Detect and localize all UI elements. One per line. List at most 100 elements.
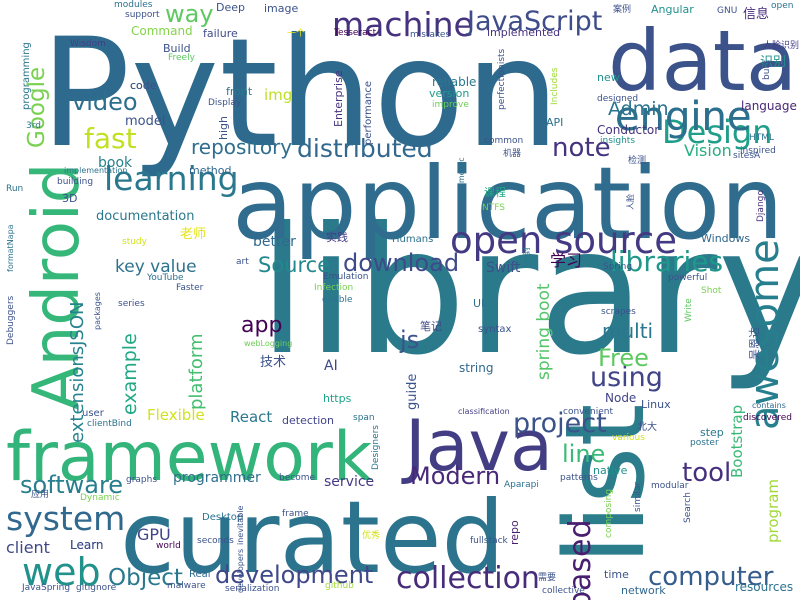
cloud-word: Linux: [641, 398, 671, 411]
cloud-word: failure: [203, 27, 238, 40]
cloud-word: software: [20, 471, 123, 499]
cloud-word: designed: [597, 94, 638, 104]
cloud-word: Modern: [410, 462, 500, 490]
cloud-word: code: [130, 79, 157, 92]
cloud-word: 3D: [62, 192, 77, 205]
cloud-word: clientBind: [87, 419, 132, 429]
cloud-word: machine: [332, 5, 474, 44]
cloud-word: Build: [163, 42, 191, 55]
cloud-word: img: [264, 86, 292, 104]
cloud-word: application: [232, 145, 784, 262]
cloud-word: user: [82, 408, 105, 419]
cloud-word: distributed: [297, 134, 433, 163]
cloud-word: book: [98, 155, 133, 171]
cloud-word: way: [165, 0, 214, 28]
cloud-word: client: [6, 538, 50, 557]
cloud-word: frame: [282, 509, 309, 519]
cloud-word: 识别: [760, 55, 786, 70]
cloud-word: AI: [324, 358, 338, 374]
cloud-word: example: [119, 333, 141, 415]
cloud-word: image: [264, 2, 298, 15]
cloud-word: YouTube: [146, 273, 184, 283]
cloud-word: note: [552, 133, 611, 163]
cloud-word: programming: [21, 42, 32, 110]
cloud-word: 信息: [743, 6, 769, 22]
cloud-word: Faster: [176, 283, 204, 293]
cloud-word: Enterprise: [332, 70, 345, 127]
cloud-word: common: [484, 136, 523, 146]
cloud-word: JavaScript: [465, 6, 602, 37]
cloud-word: Source: [258, 253, 330, 277]
cloud-word: learning: [104, 159, 239, 198]
cloud-word: high: [217, 116, 230, 140]
cloud-word: Display: [208, 98, 242, 108]
cloud-word: JavaSpring: [21, 583, 70, 593]
cloud-word: 一个: [287, 28, 305, 39]
cloud-word: reliable: [432, 75, 476, 89]
cloud-word: GNU: [717, 6, 737, 16]
cloud-word: Free: [598, 344, 649, 372]
cloud-word: inevitable: [236, 505, 245, 545]
cloud-word: gitignore: [76, 583, 117, 593]
cloud-word: engine: [615, 94, 751, 140]
cloud-word: string: [459, 361, 493, 375]
cloud-word: extensionsJSON: [67, 302, 88, 444]
cloud-word: Node: [605, 391, 636, 405]
cloud-word: Angular: [651, 3, 694, 16]
cloud-word: programmer: [173, 470, 261, 486]
cloud-word: Object: [108, 565, 183, 591]
cloud-word: method: [189, 164, 231, 177]
cloud-word: scrapes: [601, 307, 636, 317]
cloud-word: guide: [405, 374, 420, 410]
cloud-word: Windows: [701, 232, 750, 245]
cloud-word: powerful: [668, 273, 707, 283]
cloud-word: 技术: [260, 355, 286, 370]
cloud-word: js: [399, 326, 419, 354]
cloud-word: 北大: [637, 420, 657, 433]
cloud-word: enable: [322, 295, 353, 305]
cloud-word: open: [771, 1, 793, 11]
cloud-word: become: [279, 473, 315, 483]
cloud-word: Wisdom: [70, 39, 106, 49]
cloud-word: insights: [600, 136, 635, 146]
cloud-word: system: [6, 499, 125, 538]
cloud-word: model: [125, 114, 165, 129]
cloud-word: service: [324, 474, 374, 490]
cloud-word: new: [597, 71, 620, 84]
cloud-word: building: [57, 177, 93, 187]
cloud-word: tool: [682, 458, 731, 488]
cloud-word: 需要: [538, 572, 556, 583]
cloud-word: 人脸识别: [763, 39, 799, 51]
cloud-word: Freely: [168, 53, 196, 63]
cloud-word: Desktop: [202, 512, 243, 523]
cloud-word: series: [118, 299, 145, 309]
cloud-word: span: [353, 413, 375, 423]
cloud-word: Write: [684, 298, 694, 322]
cloud-word: support: [125, 10, 160, 20]
cloud-word: performance: [363, 81, 374, 145]
cloud-word: line: [562, 440, 605, 468]
cloud-word: spring boot: [534, 283, 554, 380]
cloud-word: built: [762, 60, 772, 80]
cloud-word: Emulation: [323, 272, 368, 282]
cloud-word: Deep: [216, 1, 245, 14]
cloud-word: Java: [401, 405, 553, 487]
cloud-word: Django: [756, 190, 766, 222]
cloud-word: art: [236, 257, 249, 267]
cloud-word: app: [241, 313, 282, 338]
cloud-word: classification: [458, 407, 510, 416]
cloud-word: network: [621, 584, 666, 597]
cloud-word: repo: [508, 520, 521, 545]
cloud-word: 老师: [180, 227, 206, 242]
cloud-word: repository: [191, 135, 292, 159]
cloud-word: study: [122, 237, 148, 247]
cloud-word: library: [258, 191, 800, 394]
cloud-word: engine: [615, 94, 751, 140]
cloud-word: key value: [115, 257, 197, 277]
cloud-word: language: [741, 99, 797, 113]
cloud-word: https: [323, 392, 352, 405]
cloud-word: NTFS: [482, 203, 505, 213]
cloud-word: awesome: [742, 239, 788, 430]
